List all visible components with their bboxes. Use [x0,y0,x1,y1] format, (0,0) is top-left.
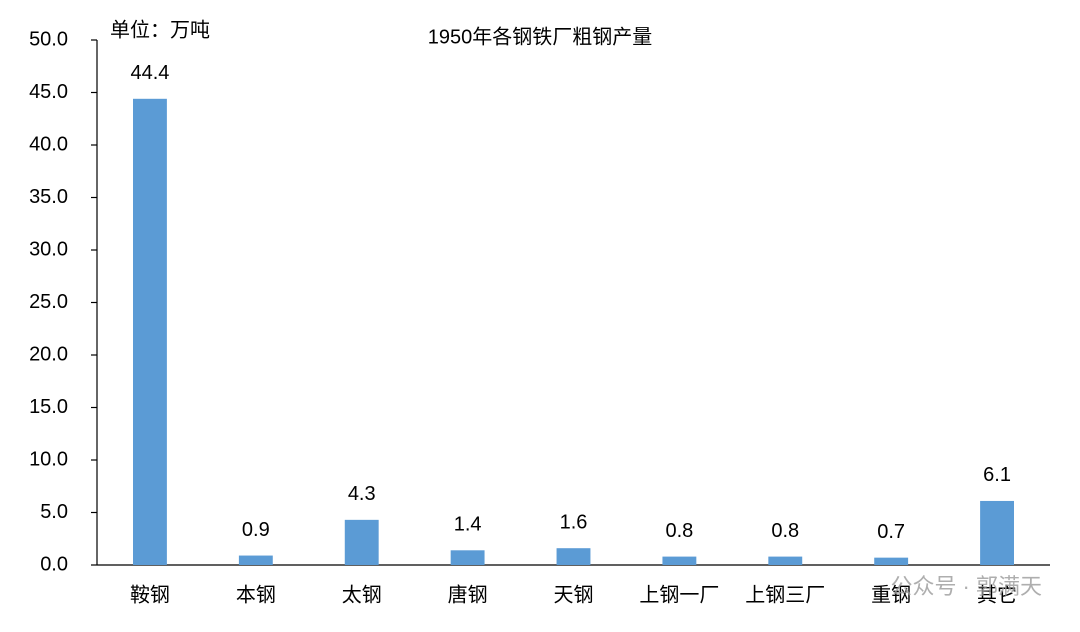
y-tick-label: 50.0 [29,28,68,50]
x-tick-label: 本钢 [236,583,276,606]
watermark: 公众号 · 郭满天 [890,574,1042,599]
data-label: 1.4 [454,514,482,536]
x-tick-label: 其它 [977,583,1017,606]
y-tick-label: 5.0 [40,501,68,523]
y-tick-label: 20.0 [29,343,68,365]
y-tick-label: 45.0 [29,81,68,103]
y-tick-label: 25.0 [29,291,68,313]
x-tick-label: 太钢 [342,583,382,606]
data-label: 0.8 [771,520,799,542]
bar [768,556,803,565]
data-label: 1.6 [560,511,588,533]
chart-title: 1950年各钢铁厂粗钢产量 [428,25,653,48]
data-label: 6.1 [983,464,1011,486]
x-tick-label: 重钢 [871,583,911,606]
data-label: 0.8 [665,520,693,542]
bar [556,548,591,565]
data-label: 4.3 [348,483,376,505]
x-tick-label: 唐钢 [448,583,488,606]
y-tick-label: 10.0 [29,448,68,470]
y-tick-label: 35.0 [29,186,68,208]
data-label: 0.7 [877,521,905,543]
y-tick-label: 0.0 [40,553,68,575]
x-tick-label: 上钢三厂 [745,583,825,606]
bar [133,98,167,566]
y-tick-label: 15.0 [29,396,68,418]
bar [450,550,485,565]
bar [874,557,909,565]
data-label: 44.4 [130,62,169,84]
data-label: 0.9 [242,519,270,541]
x-tick-label: 天钢 [554,583,594,606]
bar [238,555,273,565]
x-tick-label: 鞍钢 [130,583,170,606]
unit-label: 单位：万吨 [110,18,210,41]
y-tick-label: 40.0 [29,133,68,155]
bar [344,519,379,565]
bar [662,556,697,565]
bar [980,500,1014,565]
x-tick-label: 上钢一厂 [639,583,719,606]
y-tick-label: 30.0 [29,238,68,260]
